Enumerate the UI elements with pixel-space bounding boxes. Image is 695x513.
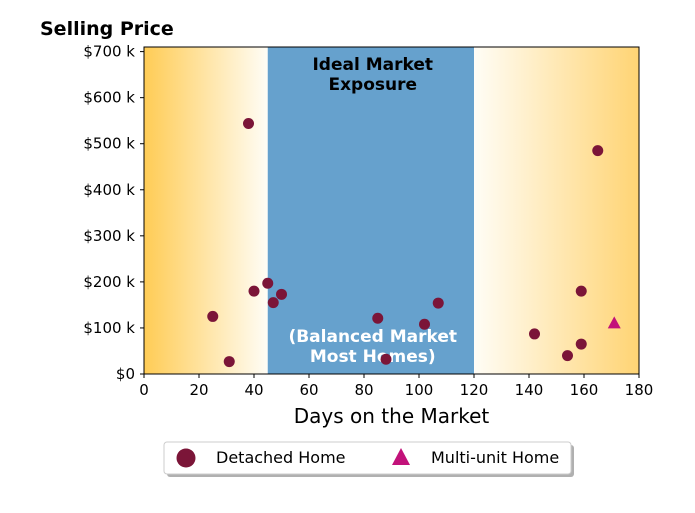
plot-area-frame [143, 46, 640, 375]
data-point-detached [575, 338, 587, 350]
data-point-detached [562, 350, 573, 362]
x-tick-label: 60 [299, 381, 318, 399]
chart-title: Selling Price [40, 18, 174, 40]
data-point-detached [276, 288, 287, 300]
annotation-1: (Balanced Market Most Homes) [288, 327, 457, 367]
y-tick-label: $300 k [83, 227, 135, 245]
x-tick-label: 40 [244, 381, 263, 399]
x-tick-label: 20 [189, 381, 208, 399]
x-tick-label: 80 [354, 381, 373, 399]
region-2 [474, 47, 639, 374]
data-point-detached [592, 145, 604, 157]
data-point-detached [380, 353, 392, 365]
x-tick-label: 120 [460, 381, 489, 399]
data-point-detached [419, 318, 430, 330]
data-points [207, 117, 621, 368]
y-tick-label: $600 k [83, 89, 135, 107]
y-tick-label: $200 k [83, 273, 135, 291]
annotation-line: (Balanced Market [288, 327, 457, 347]
data-point-detached [267, 297, 279, 309]
y-tick-label: $0 [116, 365, 135, 383]
legend-label-detached-home: Detached Home [216, 448, 346, 467]
data-point-multi-unit [607, 316, 621, 329]
data-point-detached [262, 277, 274, 289]
legend-label-multi-unit-home: Multi-unit Home [431, 448, 559, 467]
annotation-0: Ideal Market Exposure [312, 55, 433, 95]
data-point-detached [372, 312, 384, 324]
y-tick-label: $100 k [83, 319, 135, 337]
region-1 [267, 47, 474, 374]
annotation-line: Exposure [328, 75, 417, 95]
data-point-detached [529, 328, 540, 340]
legend-box [163, 441, 572, 475]
y-tick-label: $700 k [83, 43, 135, 61]
data-point-detached [432, 297, 444, 309]
x-tick-label: 0 [139, 381, 149, 399]
data-point-detached [248, 285, 260, 297]
data-point-detached [575, 285, 587, 297]
x-axis: 0 20 40 60 80 100 120 140 160 180 [139, 374, 653, 399]
y-tick-label: $400 k [83, 181, 135, 199]
background-regions [144, 47, 639, 374]
annotation-line: Most Homes) [310, 347, 436, 367]
x-tick-label: 100 [405, 381, 434, 399]
x-axis-title: Days on the Market [294, 404, 490, 428]
annotation-line: Ideal Market [312, 55, 433, 75]
x-tick-label: 180 [625, 381, 654, 399]
data-point-detached [243, 117, 254, 129]
legend-marker-multi-unit-home [392, 448, 410, 465]
data-point-detached [223, 356, 235, 368]
region-0 [144, 47, 268, 374]
legend-marker-detached-home [176, 448, 196, 468]
data-point-detached [207, 310, 219, 322]
y-axis: $0 $100 k $200 k $300 k $400 k $500 k $600 k $7… [83, 43, 144, 383]
y-tick-label: $500 k [83, 135, 135, 153]
x-tick-label: 160 [570, 381, 599, 399]
legend: Detached Home Multi-unit Home [163, 441, 574, 477]
annotations: Ideal Market Exposure (Balanced Market Most… [288, 55, 457, 367]
x-tick-label: 140 [515, 381, 544, 399]
